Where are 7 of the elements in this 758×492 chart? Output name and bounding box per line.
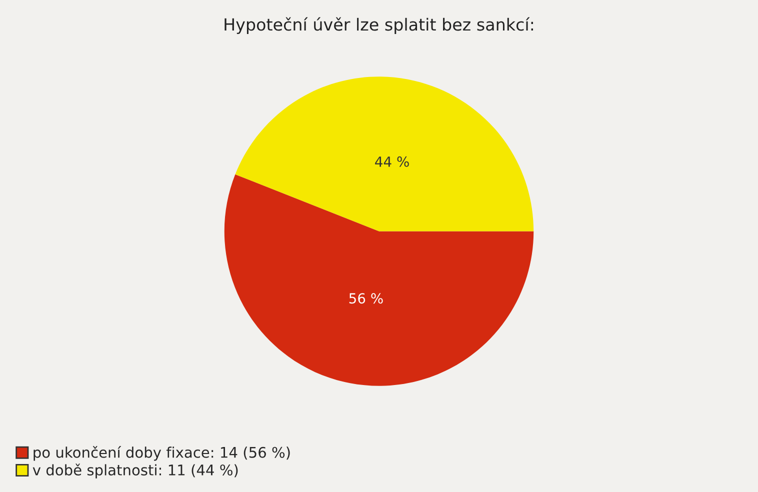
legend-label: po ukončení doby fixace: 14 (56 %) bbox=[34, 446, 290, 461]
legend-label: v době splatnosti: 11 (44 %) bbox=[32, 464, 238, 478]
chart-title: Hypoteční úvěr lze splatit bez sankcí: bbox=[224, 17, 533, 34]
data-label: 56 % bbox=[349, 293, 383, 304]
pie-slice bbox=[235, 76, 534, 232]
data-label: 44 % bbox=[375, 156, 409, 167]
pie-slice bbox=[224, 174, 534, 386]
